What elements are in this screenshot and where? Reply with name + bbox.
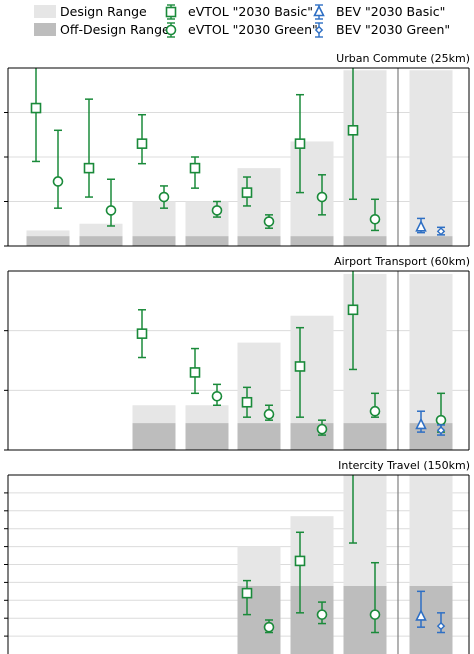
off-design-range-bar	[79, 236, 123, 246]
data-point	[105, 205, 117, 216]
panel-1-title: Urban Commute (25km)	[336, 52, 470, 65]
data-point	[294, 138, 306, 149]
design-range-bar	[343, 273, 387, 450]
data-point	[316, 191, 328, 203]
data-point	[436, 227, 446, 236]
data-point	[189, 162, 201, 174]
data-point	[347, 304, 359, 316]
data-point	[241, 187, 253, 198]
data-point	[347, 125, 359, 136]
data-point	[369, 405, 381, 417]
data-point	[436, 426, 446, 435]
off-design-range-bar	[26, 236, 70, 246]
legend-offdesign-swatch	[34, 23, 56, 36]
off-design-range-bar	[132, 423, 176, 450]
data-point	[263, 408, 275, 420]
data-point	[369, 609, 381, 620]
off-design-range-bar	[290, 423, 334, 450]
data-point	[263, 216, 275, 227]
data-point	[241, 396, 253, 408]
data-point	[136, 328, 148, 339]
legend-evtol-green-label: eVTOL "2030 Green"	[188, 22, 318, 37]
panel-2-title: Airport Transport (60km)	[334, 255, 470, 268]
data-point	[436, 621, 446, 631]
data-point	[158, 191, 170, 203]
data-point	[211, 390, 223, 402]
data-point	[136, 138, 148, 149]
off-design-range-bar	[237, 236, 281, 246]
data-point	[241, 587, 253, 599]
legend-evtol-basic-label: eVTOL "2030 Basic"	[188, 4, 313, 19]
legend-offdesign-label: Off-Design Range	[60, 22, 170, 37]
data-point	[415, 417, 427, 430]
off-design-range-bar	[185, 423, 229, 450]
data-point	[415, 220, 427, 232]
panel-2	[4, 270, 470, 451]
panel-3	[4, 474, 470, 654]
off-design-range-bar	[237, 423, 281, 450]
off-design-range-bar	[343, 236, 387, 246]
legend-bev-basic-marker	[313, 4, 325, 20]
off-design-range-bar	[290, 585, 334, 654]
legend: Design Range Off-Design Range eVTOL "203…	[34, 4, 450, 38]
data-point	[294, 555, 306, 567]
data-point	[316, 609, 328, 620]
legend-bev-green-label: BEV "2030 Green"	[336, 22, 450, 37]
panel-1	[4, 67, 470, 247]
legend-marker	[313, 4, 325, 17]
data-point	[30, 102, 42, 114]
off-design-range-bar	[185, 236, 229, 246]
data-point	[189, 367, 201, 378]
panels	[4, 67, 470, 654]
data-point	[294, 361, 306, 372]
legend-marker	[165, 6, 177, 18]
off-design-range-bar	[343, 585, 387, 654]
off-design-range-bar	[409, 423, 453, 450]
design-range-bar	[290, 141, 334, 246]
legend-bev-green-marker	[314, 22, 324, 38]
design-range-bar	[409, 70, 453, 246]
off-design-range-bar	[132, 236, 176, 246]
legend-marker	[165, 24, 177, 36]
legend-evtol-basic-marker	[165, 4, 177, 20]
data-point	[435, 414, 447, 426]
off-design-range-bar	[290, 236, 334, 246]
off-design-range-bar	[343, 423, 387, 450]
legend-evtol-green-marker	[165, 22, 177, 38]
legend-bev-basic-label: BEV "2030 Basic"	[336, 4, 445, 19]
design-range-bar	[237, 168, 281, 246]
data-point	[263, 621, 275, 633]
off-design-range-bar	[409, 236, 453, 246]
legend-design-label: Design Range	[60, 4, 147, 19]
data-point	[83, 162, 95, 174]
panel-3-title: Intercity Travel (150km)	[338, 459, 470, 472]
data-point	[415, 609, 427, 621]
legend-design-swatch	[34, 5, 56, 18]
data-point	[52, 176, 64, 187]
legend-marker	[314, 25, 324, 35]
data-point	[316, 423, 328, 435]
data-point	[369, 214, 381, 225]
data-point	[211, 205, 223, 216]
